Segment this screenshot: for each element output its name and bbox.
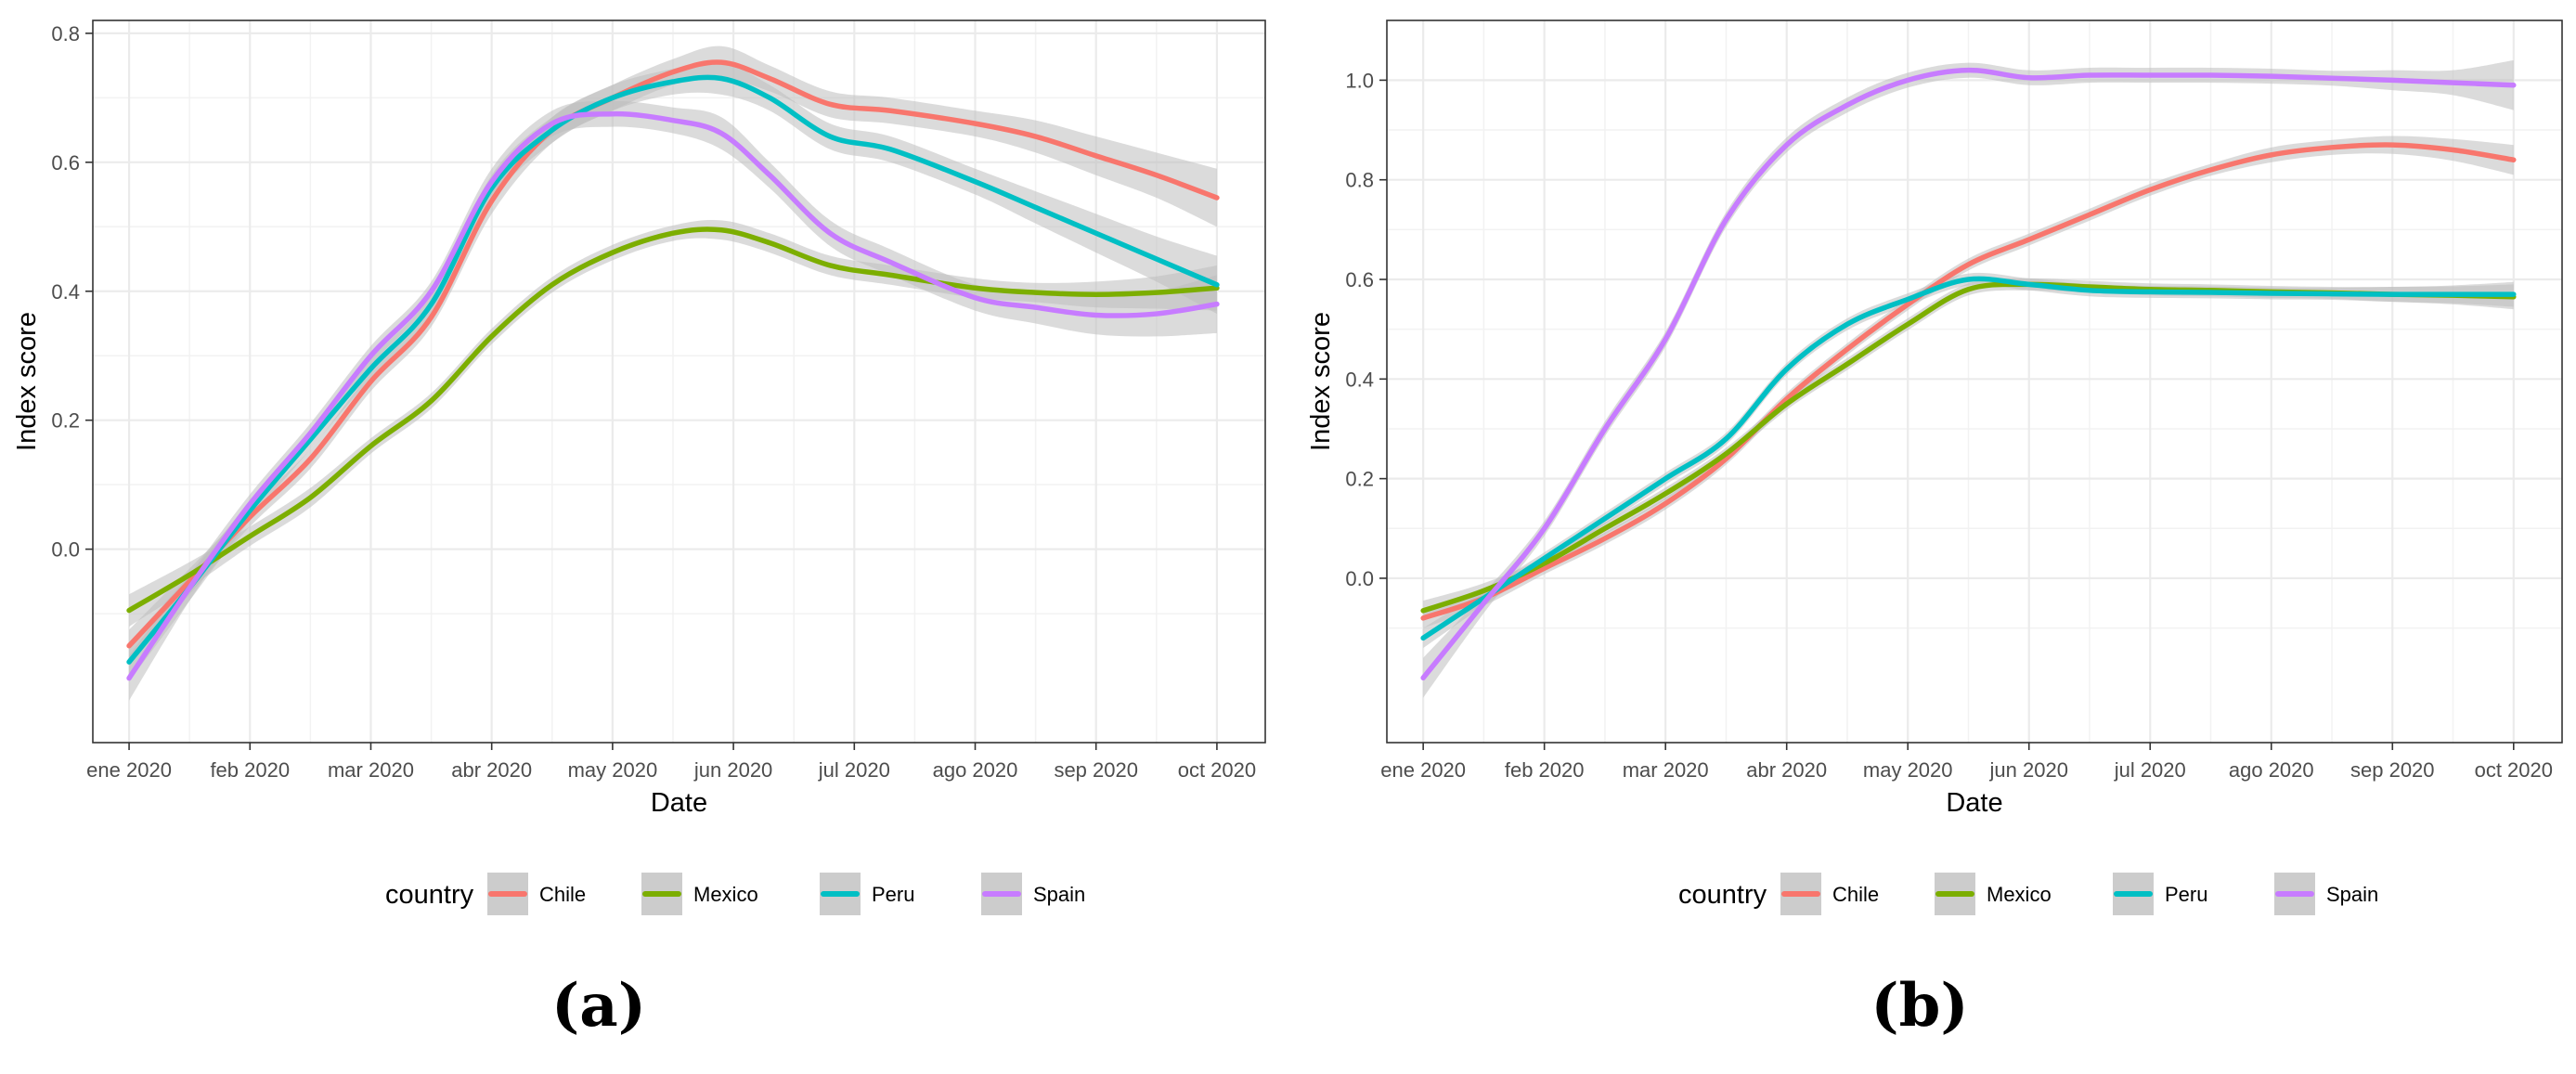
- legend: country Chile Mexico Peru Spain: [385, 873, 1085, 915]
- x-tick-label: mar 2020: [1623, 758, 1709, 782]
- y-tick-label: 0.0: [1345, 567, 1374, 590]
- x-tick-label: feb 2020: [1505, 758, 1585, 782]
- plot-background: [1387, 20, 2562, 743]
- x-axis: ene 2020 feb 2020 mar 2020 abr 2020 may 2020…: [86, 743, 1256, 782]
- plot-border: [92, 19, 1266, 744]
- chart-panel-a: 0.0 0.2 0.4 0.6 0.8 ene 2020 feb 2020 mar 2020 a…: [12, 19, 1266, 1041]
- x-tick-label: oct 2020: [1178, 758, 1256, 782]
- legend-label-mexico: Mexico: [1987, 883, 2052, 906]
- legend-item-chile: Chile: [487, 873, 586, 915]
- x-tick-label: mar 2020: [328, 758, 414, 782]
- x-axis: ene 2020 feb 2020 mar 2020 abr 2020 may 2020…: [1380, 743, 2553, 782]
- y-tick-label: 1.0: [1345, 69, 1374, 92]
- series-lines: [126, 59, 1220, 681]
- series-line-mexico: [126, 226, 1220, 614]
- y-tick-label: 0.4: [51, 280, 80, 304]
- legend-label-chile: Chile: [539, 883, 586, 906]
- y-tick-label: 0.4: [1345, 368, 1374, 391]
- x-tick-label: may 2020: [568, 758, 658, 782]
- legend-label-spain: Spain: [1033, 883, 1085, 906]
- legend-title: country: [385, 880, 474, 910]
- legend-label-mexico: Mexico: [693, 883, 758, 906]
- x-tick-label: oct 2020: [2475, 758, 2553, 782]
- plot-border: [1386, 19, 2563, 744]
- x-axis-title: Date: [1946, 788, 2002, 818]
- y-tick-label: 0.6: [1345, 268, 1374, 291]
- legend: country Chile Mexico Peru Spain: [1678, 873, 2378, 915]
- chart-panel-b: 0.0 0.2 0.4 0.6 0.8 1.0 ene 2020 feb 2020 mar 20…: [1306, 19, 2563, 1041]
- legend-label-peru: Peru: [2165, 883, 2207, 906]
- x-tick-label: sep 2020: [2350, 758, 2435, 782]
- panel-label: (b): [1871, 971, 1968, 1041]
- legend-label-peru: Peru: [872, 883, 914, 906]
- legend-item-chile: Chile: [1780, 873, 1879, 915]
- x-tick-label: jul 2020: [818, 758, 890, 782]
- series-line-chile: [1420, 142, 2517, 621]
- series-lines: [1420, 67, 2517, 680]
- legend-item-mexico: Mexico: [1935, 873, 2052, 915]
- legend-item-spain: Spain: [2274, 873, 2378, 915]
- legend-label-chile: Chile: [1832, 883, 1879, 906]
- y-tick-label: 0.6: [51, 151, 80, 175]
- x-tick-label: jun 2020: [693, 758, 772, 782]
- x-tick-label: abr 2020: [1746, 758, 1827, 782]
- legend-title: country: [1678, 880, 1767, 910]
- x-tick-label: abr 2020: [451, 758, 532, 782]
- x-tick-label: ene 2020: [86, 758, 172, 782]
- x-tick-label: ago 2020: [933, 758, 1018, 782]
- legend-item-peru: Peru: [2113, 873, 2207, 915]
- y-axis-title: Index score: [12, 312, 42, 451]
- series-line-peru: [126, 74, 1220, 665]
- x-tick-label: jun 2020: [1989, 758, 2068, 782]
- x-tick-label: ago 2020: [2229, 758, 2314, 782]
- x-tick-label: feb 2020: [210, 758, 290, 782]
- y-axis-title: Index score: [1306, 312, 1336, 451]
- ribbon-chile: [1423, 136, 2514, 628]
- y-tick-label: 0.0: [51, 538, 80, 562]
- series-line-spain: [126, 110, 1220, 681]
- legend-label-spain: Spain: [2326, 883, 2378, 906]
- x-axis-title: Date: [651, 788, 707, 818]
- series-line-chile: [126, 59, 1220, 649]
- legend-item-mexico: Mexico: [641, 873, 758, 915]
- series-line-peru: [1420, 276, 2517, 641]
- x-tick-label: ene 2020: [1380, 758, 1466, 782]
- x-tick-label: jul 2020: [2114, 758, 2186, 782]
- legend-item-spain: Spain: [981, 873, 1085, 915]
- series-line-spain: [1420, 67, 2517, 680]
- x-tick-label: may 2020: [1863, 758, 1953, 782]
- gridlines: [93, 20, 1265, 743]
- panel-label: (a): [551, 971, 646, 1041]
- y-axis: 0.0 0.2 0.4 0.6 0.8 1.0: [1345, 69, 1387, 590]
- y-tick-label: 0.8: [51, 22, 80, 45]
- y-tick-label: 0.2: [1345, 468, 1374, 491]
- y-axis: 0.0 0.2 0.4 0.6 0.8: [51, 22, 93, 562]
- x-tick-label: sep 2020: [1054, 758, 1138, 782]
- y-tick-label: 0.2: [51, 409, 80, 433]
- legend-item-peru: Peru: [820, 873, 914, 915]
- y-tick-label: 0.8: [1345, 169, 1374, 192]
